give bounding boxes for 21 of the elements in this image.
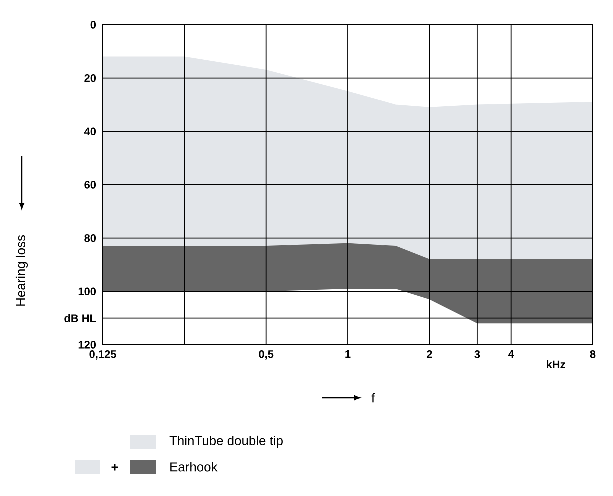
y-axis-title: Hearing loss [16, 235, 28, 306]
y-tick-label: 120 [78, 341, 96, 349]
y-tick-label: 60 [84, 181, 96, 189]
y-tick-label: 0 [90, 21, 96, 29]
x-tick-label: 0,5 [259, 350, 274, 360]
x-axis-title: f [372, 393, 376, 403]
x-tick-label: 8 [590, 350, 596, 358]
x-tick-label: 3 [474, 350, 480, 358]
legend-label: Earhook [170, 462, 218, 472]
y-tick-label: 100 [78, 288, 96, 296]
y-tick-label: 40 [84, 128, 96, 136]
legend-label: ThinTube double tip [170, 436, 283, 448]
y-tick-label: dB HL [64, 314, 96, 322]
text: + [112, 464, 118, 471]
x-tick-label: 0,125 [90, 350, 116, 360]
y-tick-label: 20 [84, 74, 96, 82]
x-tick-label: 2 [426, 350, 432, 358]
x-tick-label: 1 [346, 350, 351, 358]
text: kHz [547, 360, 566, 368]
y-tick-label: 80 [84, 234, 96, 242]
x-tick-label: 4 [508, 350, 514, 358]
